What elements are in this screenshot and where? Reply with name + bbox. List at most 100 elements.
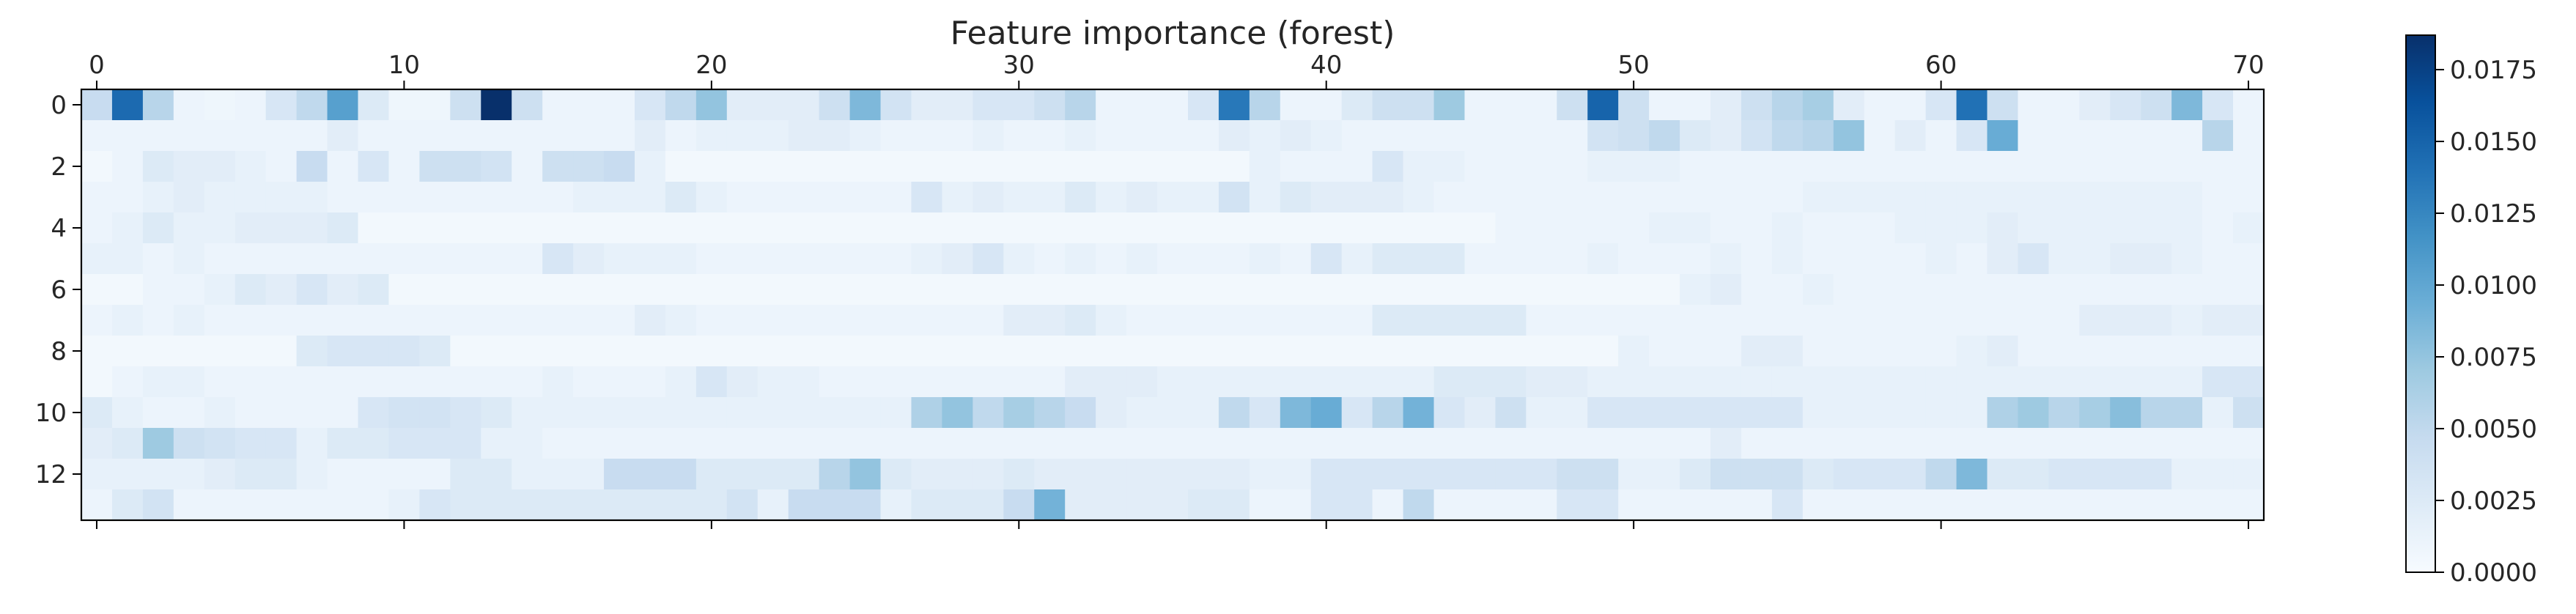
x-tick-label: 10 bbox=[388, 51, 420, 80]
heatmap-cell bbox=[327, 151, 359, 182]
heatmap-cell bbox=[2171, 182, 2203, 213]
heatmap-cell bbox=[1310, 151, 1343, 182]
heatmap-cell bbox=[481, 212, 512, 244]
heatmap-cell bbox=[1587, 305, 1619, 336]
heatmap-cell bbox=[1864, 89, 1896, 121]
heatmap-cell bbox=[1587, 428, 1619, 459]
heatmap-cell bbox=[1218, 274, 1250, 306]
heatmap-cell bbox=[542, 120, 574, 152]
heatmap-cell bbox=[235, 459, 267, 490]
heatmap-cell bbox=[849, 89, 882, 121]
heatmap-cell bbox=[1310, 428, 1343, 459]
heatmap-cell bbox=[1771, 336, 1804, 367]
heatmap-cell bbox=[173, 151, 205, 182]
heatmap-cell bbox=[2233, 459, 2265, 490]
heatmap-cell bbox=[1802, 397, 1834, 429]
heatmap-cell bbox=[235, 182, 267, 213]
heatmap-cell bbox=[573, 151, 605, 182]
heatmap-cell bbox=[973, 336, 1004, 367]
heatmap-cell bbox=[388, 274, 420, 306]
heatmap-cell bbox=[1680, 243, 1711, 275]
heatmap-cell bbox=[1034, 212, 1066, 244]
heatmap-cell bbox=[1126, 366, 1158, 398]
heatmap-cell bbox=[1403, 489, 1435, 521]
heatmap-cell bbox=[1495, 212, 1527, 244]
heatmap-cell bbox=[2171, 274, 2203, 306]
heatmap-cell bbox=[2171, 459, 2203, 490]
heatmap-cell bbox=[2110, 120, 2141, 152]
heatmap-cell bbox=[1710, 397, 1742, 429]
heatmap-cell bbox=[1526, 89, 1557, 121]
heatmap-cell bbox=[573, 243, 605, 275]
heatmap-cell bbox=[1310, 182, 1343, 213]
heatmap-cell bbox=[942, 336, 973, 367]
heatmap-cell bbox=[849, 151, 882, 182]
heatmap-cell bbox=[358, 120, 390, 152]
heatmap-cell bbox=[1864, 305, 1896, 336]
heatmap-cell bbox=[1403, 89, 1435, 121]
heatmap-cell bbox=[1833, 89, 1865, 121]
heatmap-cell bbox=[2048, 120, 2080, 152]
heatmap-cell bbox=[573, 489, 605, 521]
heatmap-cell bbox=[173, 397, 205, 429]
heatmap-cell bbox=[1894, 397, 1927, 429]
heatmap-cell bbox=[1956, 489, 1988, 521]
heatmap-cell bbox=[757, 305, 789, 336]
heatmap-cell bbox=[911, 212, 943, 244]
heatmap-cell bbox=[419, 274, 451, 306]
heatmap-cell bbox=[81, 182, 113, 213]
heatmap-cell bbox=[450, 274, 481, 306]
heatmap-cell bbox=[973, 151, 1004, 182]
heatmap-cell bbox=[1034, 336, 1066, 367]
heatmap-cell bbox=[204, 212, 236, 244]
heatmap-cell bbox=[1157, 89, 1189, 121]
heatmap-cell bbox=[2202, 274, 2234, 306]
heatmap-cell bbox=[2048, 182, 2080, 213]
heatmap-cell bbox=[1157, 212, 1189, 244]
heatmap-cell bbox=[111, 336, 144, 367]
heatmap-cell bbox=[1894, 120, 1927, 152]
heatmap-cell bbox=[2018, 182, 2049, 213]
heatmap-cell bbox=[1526, 397, 1557, 429]
heatmap-cell bbox=[1433, 489, 1466, 521]
heatmap-cell bbox=[2141, 243, 2172, 275]
heatmap-cell bbox=[1249, 120, 1281, 152]
y-tick-label: 6 bbox=[51, 275, 67, 305]
heatmap-cell bbox=[973, 366, 1004, 398]
heatmap-cell bbox=[81, 89, 113, 121]
heatmap-cell bbox=[1771, 243, 1804, 275]
heatmap-cell bbox=[358, 489, 390, 521]
heatmap-cell bbox=[2110, 151, 2141, 182]
heatmap-cell bbox=[604, 459, 635, 490]
heatmap-cell bbox=[1587, 89, 1619, 121]
heatmap-cell bbox=[2048, 305, 2080, 336]
heatmap-cell bbox=[388, 459, 420, 490]
heatmap-cell bbox=[265, 428, 298, 459]
heatmap-cell bbox=[542, 489, 574, 521]
heatmap-cell bbox=[450, 89, 481, 121]
heatmap-cell bbox=[265, 182, 298, 213]
heatmap-cell bbox=[1710, 428, 1742, 459]
heatmap-cell bbox=[1956, 305, 1988, 336]
heatmap-cell bbox=[1649, 151, 1680, 182]
heatmap-cell bbox=[1802, 366, 1834, 398]
heatmap-cell bbox=[2171, 120, 2203, 152]
heatmap-cell bbox=[2171, 212, 2203, 244]
heatmap-cell bbox=[173, 182, 205, 213]
heatmap-cell bbox=[327, 336, 359, 367]
heatmap-cell bbox=[942, 305, 973, 336]
heatmap-cell bbox=[1464, 274, 1496, 306]
heatmap-cell bbox=[1403, 243, 1435, 275]
heatmap-cell bbox=[358, 89, 390, 121]
heatmap-cell bbox=[1341, 366, 1373, 398]
heatmap-cell bbox=[634, 428, 666, 459]
heatmap-cell bbox=[665, 336, 697, 367]
heatmap-cell bbox=[173, 274, 205, 306]
heatmap-cell bbox=[1096, 274, 1127, 306]
heatmap-cell bbox=[1065, 120, 1096, 152]
heatmap-cell bbox=[911, 243, 943, 275]
heatmap-cell bbox=[2079, 305, 2111, 336]
heatmap-cell bbox=[358, 243, 390, 275]
heatmap-cell bbox=[265, 243, 298, 275]
heatmap-cell bbox=[1065, 336, 1096, 367]
